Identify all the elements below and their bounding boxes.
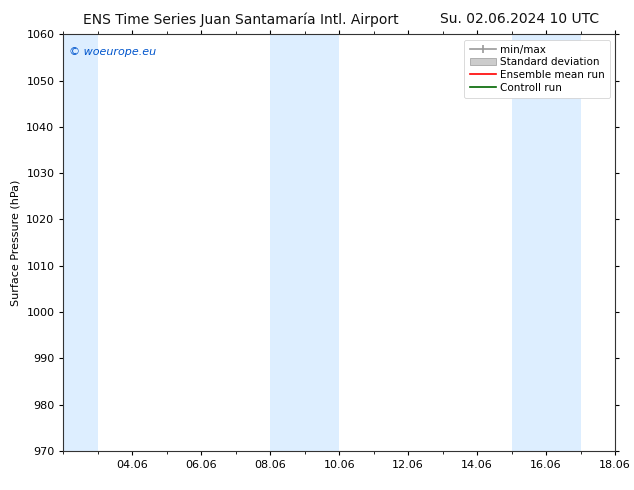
Y-axis label: Surface Pressure (hPa): Surface Pressure (hPa) [11,179,21,306]
Bar [512,34,581,451]
Bar [63,34,98,451]
Legend: min/max, Standard deviation, Ensemble mean run, Controll run: min/max, Standard deviation, Ensemble me… [464,40,610,98]
Text: Su. 02.06.2024 10 UTC: Su. 02.06.2024 10 UTC [441,12,599,26]
Text: ENS Time Series Juan Santamaría Intl. Airport: ENS Time Series Juan Santamaría Intl. Ai… [83,12,399,27]
Text: © woeurope.eu: © woeurope.eu [69,47,156,57]
Bar [270,34,339,451]
